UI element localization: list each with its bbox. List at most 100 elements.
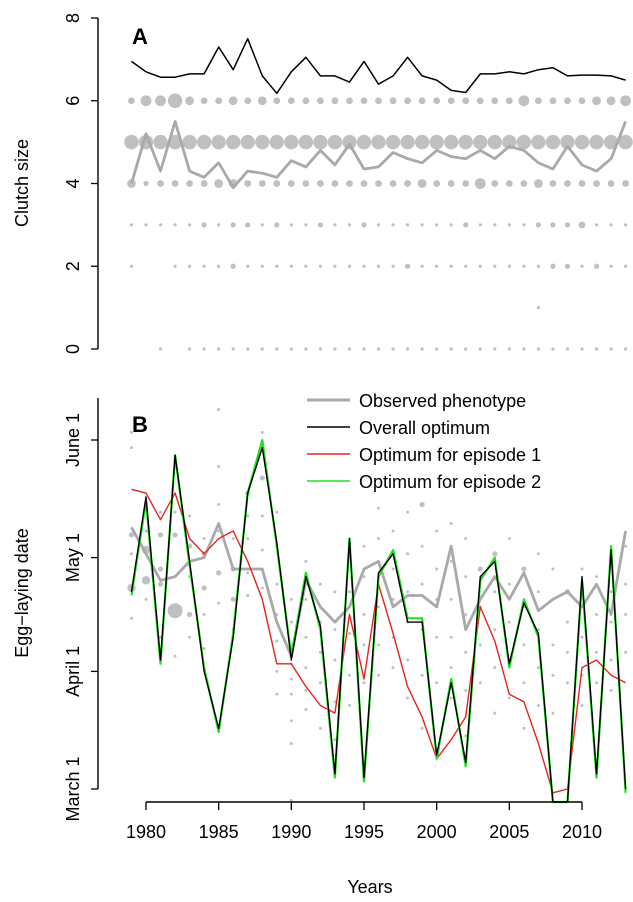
- clutch-size-dot: [560, 134, 575, 150]
- laying-date-dot: [522, 681, 526, 685]
- clutch-size-dot: [447, 180, 455, 187]
- laying-date-dot: [362, 681, 366, 685]
- episode1-line: [131, 488, 626, 794]
- laying-date-dot: [157, 566, 164, 572]
- clutch-size-dot: [260, 264, 264, 268]
- clutch-size-dot: [580, 347, 584, 351]
- clutch-size-dot: [433, 180, 441, 187]
- clutch-size-dot: [211, 134, 226, 150]
- clutch-size-dot: [564, 263, 571, 269]
- clutch-size-dot: [230, 263, 236, 269]
- laying-date-dot: [435, 529, 439, 533]
- observed-line: [130, 522, 627, 658]
- laying-date-dot: [551, 673, 555, 677]
- clutch-size-dot: [375, 97, 382, 105]
- clutch-size-dot: [202, 264, 206, 268]
- clutch-size-dot: [518, 95, 530, 107]
- clutch-size-dot: [536, 306, 541, 310]
- panel-b-y-tick-label: June 1: [63, 413, 83, 467]
- clutch-size-dot: [317, 180, 324, 187]
- clutch-size-dot: [158, 223, 163, 227]
- clutch-size-dot: [182, 134, 197, 150]
- clutch-size-dot: [406, 347, 410, 351]
- laying-date-dot: [406, 510, 410, 514]
- laying-date-dot: [464, 650, 468, 654]
- clutch-size-dot: [391, 347, 395, 351]
- clutch-size-dot: [246, 264, 250, 268]
- clutch-size-dot: [565, 347, 570, 351]
- laying-date-dot: [449, 666, 453, 670]
- clutch-size-dot: [244, 97, 252, 105]
- laying-date-dot: [129, 552, 133, 556]
- clutch-size-dot: [594, 347, 599, 351]
- laying-date-dot: [141, 576, 151, 585]
- clutch-size-dot: [385, 134, 401, 150]
- laying-date-dot: [609, 590, 613, 594]
- clutch-size-dot: [302, 180, 310, 187]
- clutch-size-dot: [185, 96, 195, 106]
- laying-date-dot: [333, 738, 337, 742]
- panel-a-y-tick-label: 6: [63, 96, 83, 106]
- clutch-size-dot: [274, 222, 280, 228]
- legend-observed-label: Observed phenotype: [359, 391, 526, 411]
- clutch-size-dot: [376, 264, 381, 268]
- clutch-size-dot: [226, 134, 241, 150]
- clutch-size-dot: [507, 264, 511, 268]
- panel-a: A Clutch size 0 2 4 6 8: [12, 13, 633, 354]
- clutch-size-dot: [624, 347, 628, 351]
- clutch-size-dot: [188, 223, 192, 227]
- clutch-size-dot: [622, 180, 629, 187]
- laying-date-dot: [260, 430, 264, 434]
- clutch-size-dot: [578, 221, 586, 229]
- clutch-size-dot: [535, 97, 542, 105]
- clutch-size-dot: [362, 347, 366, 351]
- clutch-size-dot: [171, 180, 179, 187]
- clutch-size-dot: [593, 263, 600, 269]
- clutch-size-dot: [289, 264, 293, 268]
- laying-date-dot: [624, 613, 628, 616]
- laying-date-dot: [333, 700, 337, 704]
- laying-date-dot: [522, 726, 526, 730]
- legend-overall-label: Overall optimum: [359, 418, 490, 438]
- panel-b-legend: Observed phenotype Overall optimum Optim…: [307, 391, 541, 492]
- clutch-size-dot: [298, 134, 314, 150]
- clutch-size-dot: [522, 347, 526, 351]
- laying-date-dot: [580, 704, 584, 708]
- clutch-size-dot: [406, 223, 410, 227]
- clutch-size-dot: [196, 134, 212, 150]
- clutch-size-dot: [333, 347, 337, 351]
- laying-date-dot: [420, 673, 424, 677]
- clutch-size-dot: [435, 347, 439, 351]
- clutch-size-dot: [347, 347, 352, 351]
- clutch-size-dot: [202, 347, 206, 351]
- clutch-size-dot: [478, 223, 482, 227]
- clutch-size-dot: [516, 134, 532, 150]
- laying-date-dot: [595, 575, 599, 579]
- laying-date-dot: [318, 681, 322, 685]
- clutch-size-dot: [435, 223, 439, 227]
- laying-date-dot: [478, 643, 482, 647]
- laying-date-dot: [464, 575, 468, 579]
- laying-date-dot: [318, 726, 322, 730]
- laying-date-dot: [304, 635, 308, 639]
- laying-date-dot: [493, 628, 497, 632]
- laying-date-dot: [464, 688, 468, 692]
- clutch-size-dot: [535, 222, 542, 228]
- clutch-size-dot: [578, 97, 586, 105]
- clutch-size-dot: [260, 223, 264, 227]
- clutch-size-dot: [333, 264, 337, 268]
- clutch-size-dot: [487, 134, 502, 150]
- laying-date-dot: [217, 465, 221, 469]
- episode2-line: [130, 438, 627, 804]
- laying-date-dot: [406, 658, 410, 662]
- clutch-size-dot: [536, 347, 541, 351]
- laying-date-dot: [217, 408, 221, 412]
- clutch-size-dot: [304, 347, 308, 351]
- clutch-size-dot: [435, 264, 439, 268]
- laying-date-dot: [333, 628, 337, 632]
- clutch-size-dot: [318, 347, 322, 351]
- clutch-size-dot: [404, 180, 411, 187]
- clutch-size-dot: [318, 264, 322, 268]
- clutch-size-dot: [188, 264, 192, 268]
- panel-a-y-tick-label: 8: [63, 13, 83, 23]
